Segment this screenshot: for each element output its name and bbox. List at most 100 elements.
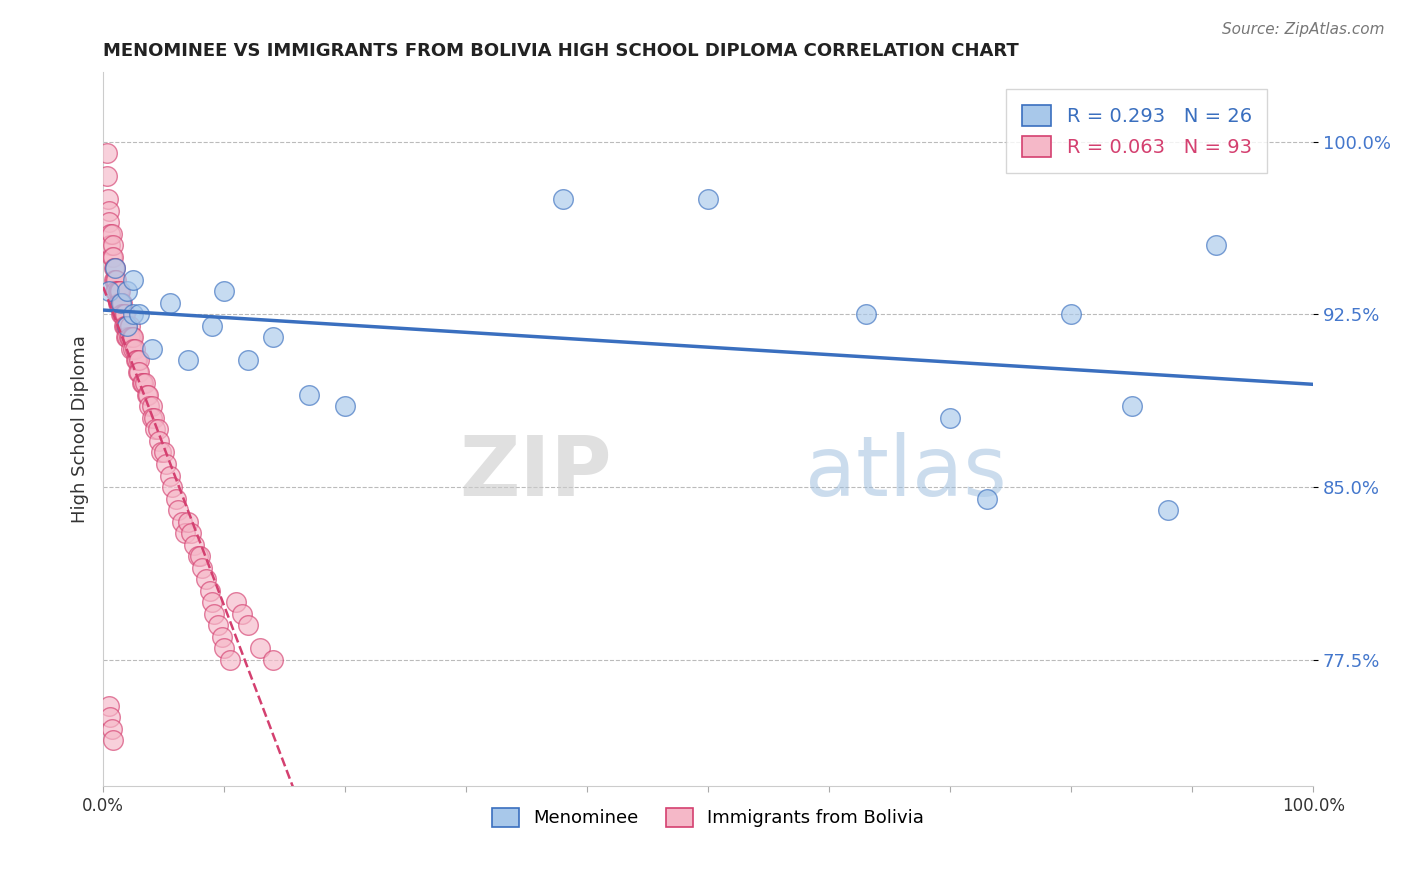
Point (108, 285, 131, 299)
Legend: Menominee, Immigrants from Bolivia: Menominee, Immigrants from Bolivia (485, 801, 932, 835)
Point (155, 457, 177, 471)
Point (174, 526, 197, 541)
Point (225, 595, 247, 609)
Point (117, 330, 139, 344)
Point (212, 285, 235, 299)
Point (177, 515, 200, 529)
Point (159, 295, 181, 310)
Point (939, 411, 962, 425)
Point (188, 549, 211, 563)
Point (118, 318, 141, 333)
Point (125, 353, 148, 368)
Point (1205, 238, 1227, 252)
Point (118, 330, 141, 344)
Point (177, 353, 200, 368)
Point (170, 515, 193, 529)
Point (131, 376, 153, 391)
Point (141, 400, 163, 414)
Point (138, 400, 160, 414)
Point (207, 618, 229, 632)
Point (100, 227, 122, 241)
Point (105, 273, 128, 287)
Point (128, 365, 150, 379)
Point (697, 192, 720, 206)
Point (110, 295, 132, 310)
Point (122, 273, 145, 287)
Point (195, 572, 218, 586)
Text: ZIP: ZIP (458, 432, 612, 513)
Point (551, 192, 574, 206)
Point (152, 445, 174, 459)
Point (112, 307, 135, 321)
Text: MENOMINEE VS IMMIGRANTS FROM BOLIVIA HIGH SCHOOL DIPLOMA CORRELATION CHART: MENOMINEE VS IMMIGRANTS FROM BOLIVIA HIG… (103, 42, 1019, 60)
Point (238, 353, 260, 368)
Point (108, 285, 131, 299)
Point (101, 250, 124, 264)
Point (159, 468, 181, 483)
Point (122, 307, 145, 321)
Point (122, 342, 145, 356)
Point (104, 261, 127, 276)
Point (114, 318, 136, 333)
Point (111, 307, 134, 321)
Point (127, 365, 149, 379)
Y-axis label: High School Diploma: High School Diploma (72, 335, 89, 524)
Point (100, 250, 122, 264)
Point (249, 641, 271, 656)
Point (100, 227, 122, 241)
Point (333, 400, 356, 414)
Point (100, 722, 122, 736)
Point (117, 318, 139, 333)
Point (167, 503, 190, 517)
Point (165, 491, 187, 506)
Point (98, 698, 121, 713)
Point (148, 434, 170, 448)
Point (100, 238, 122, 252)
Point (180, 526, 202, 541)
Point (204, 607, 226, 621)
Point (134, 376, 156, 391)
Point (211, 630, 233, 644)
Point (110, 295, 132, 310)
Point (96, 169, 118, 183)
Point (98, 285, 121, 299)
Point (110, 307, 132, 321)
Point (108, 295, 131, 310)
Point (186, 549, 208, 563)
Point (141, 342, 163, 356)
Point (150, 445, 173, 459)
Point (105, 285, 128, 299)
Point (238, 618, 260, 632)
Point (128, 353, 150, 368)
Point (98, 203, 121, 218)
Point (125, 353, 148, 368)
Point (198, 583, 221, 598)
Point (115, 330, 138, 344)
Point (1157, 503, 1180, 517)
Point (101, 238, 124, 252)
Point (262, 653, 284, 667)
Point (128, 307, 150, 321)
Point (132, 376, 155, 391)
Point (191, 560, 214, 574)
Point (101, 733, 124, 747)
Point (122, 330, 145, 344)
Point (1060, 307, 1083, 321)
Point (231, 607, 253, 621)
Point (103, 261, 125, 276)
Point (103, 273, 125, 287)
Point (107, 295, 129, 310)
Point (117, 285, 139, 299)
Text: atlas: atlas (806, 432, 1007, 513)
Point (1121, 400, 1143, 414)
Point (135, 388, 157, 402)
Point (142, 411, 165, 425)
Text: Source: ZipAtlas.com: Source: ZipAtlas.com (1222, 22, 1385, 37)
Point (212, 641, 235, 656)
Point (112, 318, 135, 333)
Point (115, 318, 138, 333)
Point (855, 307, 877, 321)
Point (111, 295, 134, 310)
Point (104, 273, 127, 287)
Point (141, 411, 163, 425)
